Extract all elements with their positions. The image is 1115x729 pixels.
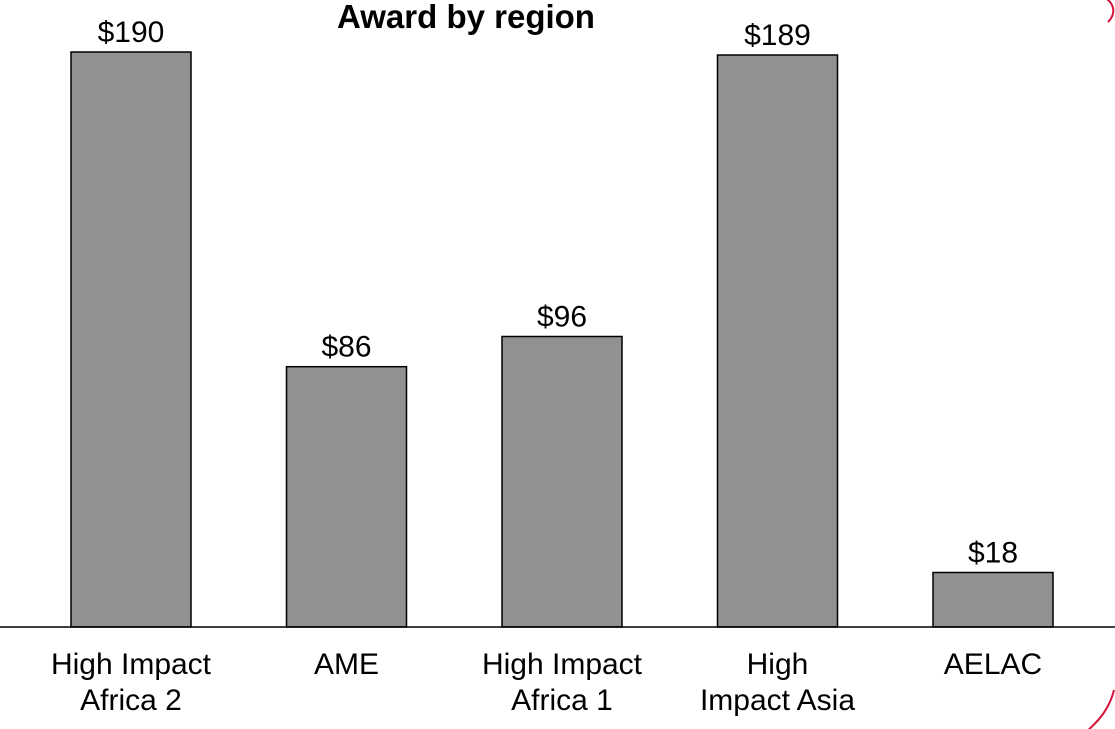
category-label-3-line-0: High [747,648,809,681]
category-label-1: AME [314,648,379,681]
bars-group [70,51,1054,628]
chart-title: Award by region [337,0,595,35]
bar-0 [70,51,192,628]
category-label-0-line-0: High Impact [51,648,212,681]
bar-2 [501,335,623,628]
category-label-2-line-0: High Impact [482,648,643,681]
category-label-0: High Impact Africa 2 [51,648,212,717]
bar-3 [716,54,839,628]
category-label-2: High Impact Africa 1 [482,648,643,717]
category-label-3-line-1: Impact Asia [700,684,855,717]
bar-1 [285,365,408,628]
value-label-4: $18 [968,537,1018,570]
category-label-0-line-1: Africa 2 [80,684,182,717]
value-label-0: $190 [98,16,165,49]
category-label-2-line-1: Africa 1 [511,684,613,717]
bar-4 [932,571,1054,628]
category-label-4-line-0: AELAC [944,648,1042,681]
value-label-1: $86 [321,331,371,364]
value-label-2: $96 [537,301,587,334]
category-label-3: High Impact Asia [700,648,855,717]
decorative-accent-arc [1087,0,1115,729]
category-label-4: AELAC [944,648,1042,681]
value-labels-group: $190 $86 $96 $189 $18 [98,16,1018,570]
value-label-3: $189 [744,19,811,52]
category-label-1-line-0: AME [314,648,379,681]
